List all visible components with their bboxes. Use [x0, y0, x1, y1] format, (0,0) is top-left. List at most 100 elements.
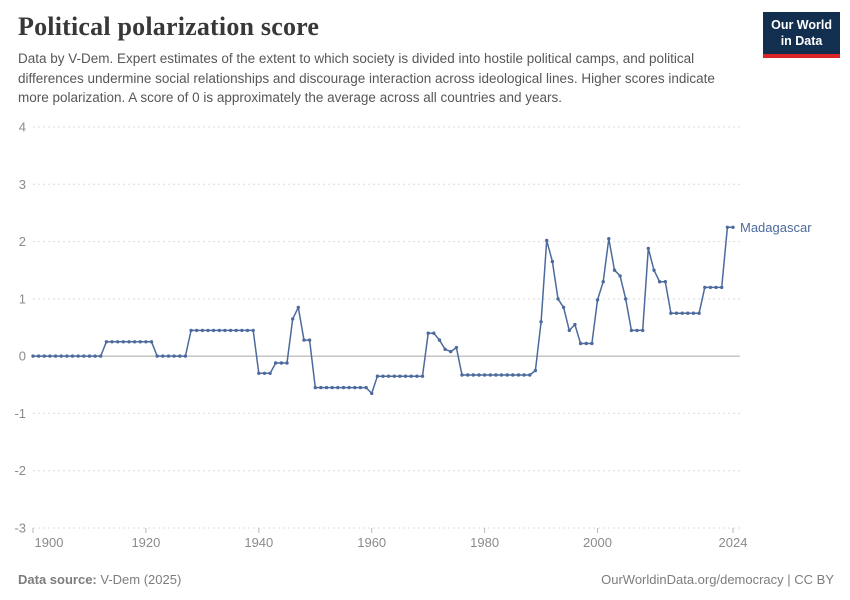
data-point[interactable] — [178, 354, 182, 358]
data-point[interactable] — [657, 280, 662, 284]
data-point[interactable] — [556, 297, 560, 301]
data-point[interactable] — [731, 225, 735, 229]
data-point[interactable] — [595, 298, 600, 302]
data-point[interactable] — [646, 246, 650, 251]
data-point[interactable] — [522, 373, 526, 377]
data-point[interactable] — [375, 374, 380, 378]
data-point[interactable] — [206, 328, 210, 333]
data-point[interactable] — [392, 374, 396, 378]
data-point[interactable] — [539, 320, 543, 324]
data-point[interactable] — [59, 354, 63, 358]
data-point[interactable] — [149, 340, 154, 344]
data-point[interactable] — [268, 371, 272, 375]
entity-label[interactable]: Madagascar — [740, 220, 812, 235]
data-point[interactable] — [341, 385, 346, 390]
data-point[interactable] — [200, 328, 205, 333]
data-point[interactable] — [336, 385, 340, 390]
data-point[interactable] — [624, 297, 628, 301]
data-point[interactable] — [578, 341, 583, 346]
data-point[interactable] — [443, 347, 447, 351]
data-point[interactable] — [291, 317, 295, 321]
data-point[interactable] — [217, 328, 221, 333]
data-point[interactable] — [629, 328, 634, 333]
data-point[interactable] — [674, 311, 679, 315]
owid-logo[interactable]: Our World in Data — [763, 12, 840, 58]
data-point[interactable] — [601, 280, 605, 284]
data-point[interactable] — [127, 340, 131, 344]
data-point[interactable] — [635, 328, 639, 333]
data-point[interactable] — [195, 328, 199, 333]
data-point[interactable] — [381, 374, 385, 378]
data-point[interactable] — [307, 338, 312, 342]
data-point[interactable] — [612, 268, 617, 272]
data-point[interactable] — [545, 238, 549, 243]
data-point[interactable] — [31, 354, 35, 358]
data-point[interactable] — [245, 328, 250, 333]
data-point[interactable] — [87, 354, 92, 358]
data-point[interactable] — [505, 373, 509, 377]
data-point[interactable] — [132, 340, 137, 344]
data-point[interactable] — [466, 373, 470, 377]
data-point[interactable] — [567, 328, 571, 333]
data-point[interactable] — [70, 354, 75, 358]
data-point[interactable] — [285, 361, 289, 365]
data-point[interactable] — [82, 354, 86, 358]
data-point[interactable] — [370, 391, 374, 396]
data-point[interactable] — [511, 373, 515, 377]
data-point[interactable] — [110, 340, 114, 344]
data-point[interactable] — [116, 340, 120, 344]
data-point[interactable] — [607, 237, 611, 241]
data-point[interactable] — [426, 331, 430, 335]
data-point[interactable] — [36, 354, 41, 358]
data-point[interactable] — [499, 373, 504, 377]
data-point[interactable] — [65, 354, 69, 358]
data-point[interactable] — [432, 331, 436, 335]
data-point[interactable] — [279, 361, 284, 365]
data-point[interactable] — [437, 338, 442, 342]
data-point[interactable] — [53, 354, 58, 358]
data-point[interactable] — [319, 385, 323, 390]
data-point[interactable] — [454, 345, 459, 350]
data-point[interactable] — [584, 341, 588, 346]
data-point[interactable] — [155, 354, 159, 358]
data-point[interactable] — [364, 385, 368, 390]
data-point[interactable] — [494, 373, 498, 377]
data-point[interactable] — [590, 341, 594, 346]
data-point[interactable] — [251, 328, 255, 333]
data-point[interactable] — [161, 354, 165, 358]
data-point[interactable] — [234, 328, 238, 333]
data-point[interactable] — [138, 340, 142, 344]
data-point[interactable] — [386, 374, 391, 378]
data-point[interactable] — [144, 340, 148, 344]
data-point[interactable] — [725, 225, 730, 229]
data-point[interactable] — [262, 371, 267, 375]
data-point[interactable] — [561, 305, 566, 310]
data-point[interactable] — [302, 338, 306, 342]
data-point[interactable] — [409, 374, 413, 378]
data-point[interactable] — [223, 328, 227, 333]
data-point[interactable] — [104, 340, 109, 344]
data-point[interactable] — [240, 328, 244, 333]
data-point[interactable] — [533, 368, 538, 373]
data-point[interactable] — [415, 374, 419, 378]
data-point[interactable] — [42, 354, 46, 358]
data-point[interactable] — [353, 385, 357, 390]
data-line[interactable] — [33, 226, 733, 395]
data-point[interactable] — [420, 374, 425, 378]
data-point[interactable] — [663, 280, 667, 284]
data-point[interactable] — [708, 285, 713, 290]
data-point[interactable] — [172, 354, 176, 358]
data-point[interactable] — [488, 373, 492, 377]
data-point[interactable] — [697, 311, 701, 315]
data-point[interactable] — [703, 285, 707, 290]
data-point[interactable] — [618, 274, 622, 278]
data-point[interactable] — [183, 354, 188, 358]
data-point[interactable] — [550, 259, 555, 264]
data-point[interactable] — [686, 311, 690, 315]
data-point[interactable] — [477, 373, 481, 377]
data-point[interactable] — [516, 373, 521, 377]
data-point[interactable] — [330, 385, 334, 390]
data-point[interactable] — [641, 328, 645, 333]
data-point[interactable] — [93, 354, 97, 358]
